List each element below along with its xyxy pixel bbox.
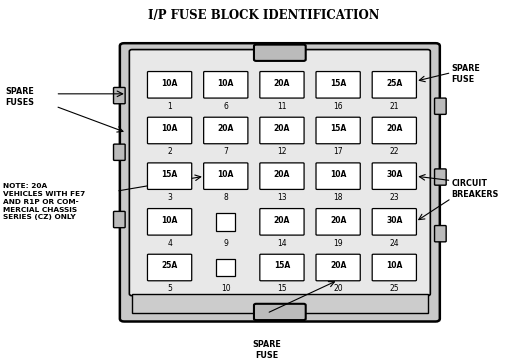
Text: 10A: 10A xyxy=(162,124,178,133)
Text: 23: 23 xyxy=(390,193,399,202)
Text: 20: 20 xyxy=(333,284,343,293)
FancyBboxPatch shape xyxy=(372,117,417,144)
FancyBboxPatch shape xyxy=(435,98,446,114)
Text: 13: 13 xyxy=(277,193,287,202)
FancyBboxPatch shape xyxy=(372,209,417,235)
FancyBboxPatch shape xyxy=(120,43,440,322)
Text: 10A: 10A xyxy=(162,216,178,225)
Text: 20A: 20A xyxy=(330,261,346,270)
Text: CIRCUIT
BREAKERS: CIRCUIT BREAKERS xyxy=(451,179,499,200)
FancyBboxPatch shape xyxy=(435,169,446,185)
FancyBboxPatch shape xyxy=(147,209,192,235)
FancyBboxPatch shape xyxy=(147,163,192,189)
FancyBboxPatch shape xyxy=(435,225,446,242)
FancyBboxPatch shape xyxy=(254,304,306,320)
Bar xyxy=(216,213,235,231)
Text: 14: 14 xyxy=(277,238,287,248)
Text: 30A: 30A xyxy=(386,170,402,179)
FancyBboxPatch shape xyxy=(147,254,192,281)
FancyBboxPatch shape xyxy=(147,117,192,144)
Text: 5: 5 xyxy=(167,284,172,293)
Text: 3: 3 xyxy=(167,193,172,202)
Text: 20A: 20A xyxy=(218,124,234,133)
Text: 4: 4 xyxy=(167,238,172,248)
Text: 21: 21 xyxy=(390,102,399,111)
Text: 25A: 25A xyxy=(162,261,178,270)
Bar xyxy=(132,294,428,313)
Text: NOTE: 20A
VEHICLES WITH FE7
AND R1P OR COM-
MERCIAL CHASSIS
SERIES (CZ) ONLY: NOTE: 20A VEHICLES WITH FE7 AND R1P OR C… xyxy=(3,183,85,220)
Text: 10: 10 xyxy=(221,284,231,293)
Text: 6: 6 xyxy=(223,102,228,111)
FancyBboxPatch shape xyxy=(204,72,248,98)
Text: I/P FUSE BLOCK IDENTIFICATION: I/P FUSE BLOCK IDENTIFICATION xyxy=(148,9,380,22)
Text: 19: 19 xyxy=(333,238,343,248)
FancyBboxPatch shape xyxy=(254,45,306,61)
FancyBboxPatch shape xyxy=(114,144,125,160)
Text: 15: 15 xyxy=(277,284,287,293)
Text: 30A: 30A xyxy=(386,216,402,225)
Text: 20A: 20A xyxy=(274,78,290,87)
Text: 24: 24 xyxy=(390,238,399,248)
Text: 2: 2 xyxy=(167,147,172,156)
Text: SPARE
FUSE: SPARE FUSE xyxy=(451,64,480,85)
Text: 8: 8 xyxy=(223,193,228,202)
Text: 10A: 10A xyxy=(330,170,346,179)
Text: 10A: 10A xyxy=(162,78,178,87)
Text: 15A: 15A xyxy=(330,78,346,87)
Text: 22: 22 xyxy=(390,147,399,156)
FancyBboxPatch shape xyxy=(260,72,304,98)
FancyBboxPatch shape xyxy=(316,117,360,144)
FancyBboxPatch shape xyxy=(204,117,248,144)
FancyBboxPatch shape xyxy=(260,117,304,144)
Text: 20A: 20A xyxy=(274,170,290,179)
Text: 17: 17 xyxy=(333,147,343,156)
Text: SPARE
FUSE: SPARE FUSE xyxy=(252,340,281,360)
FancyBboxPatch shape xyxy=(204,163,248,189)
Text: 7: 7 xyxy=(223,147,228,156)
FancyBboxPatch shape xyxy=(114,211,125,228)
FancyBboxPatch shape xyxy=(147,72,192,98)
FancyBboxPatch shape xyxy=(316,163,360,189)
Text: 10A: 10A xyxy=(218,78,234,87)
FancyBboxPatch shape xyxy=(114,87,125,104)
FancyBboxPatch shape xyxy=(372,254,417,281)
Text: 25A: 25A xyxy=(386,78,402,87)
FancyBboxPatch shape xyxy=(316,209,360,235)
Text: 15A: 15A xyxy=(330,124,346,133)
FancyBboxPatch shape xyxy=(129,50,430,295)
FancyBboxPatch shape xyxy=(260,209,304,235)
Text: 10A: 10A xyxy=(218,170,234,179)
FancyBboxPatch shape xyxy=(260,163,304,189)
Text: 9: 9 xyxy=(223,238,228,248)
FancyBboxPatch shape xyxy=(316,72,360,98)
FancyBboxPatch shape xyxy=(372,72,417,98)
Text: 15A: 15A xyxy=(162,170,178,179)
Text: SPARE
FUSES: SPARE FUSES xyxy=(5,87,34,107)
Text: 11: 11 xyxy=(277,102,287,111)
Text: 18: 18 xyxy=(333,193,343,202)
FancyBboxPatch shape xyxy=(260,254,304,281)
Text: 12: 12 xyxy=(277,147,287,156)
Text: 15A: 15A xyxy=(274,261,290,270)
Text: 20A: 20A xyxy=(274,216,290,225)
FancyBboxPatch shape xyxy=(372,163,417,189)
FancyBboxPatch shape xyxy=(316,254,360,281)
Text: 10A: 10A xyxy=(386,261,402,270)
Bar xyxy=(216,259,235,276)
Text: 20A: 20A xyxy=(274,124,290,133)
Text: 1: 1 xyxy=(167,102,172,111)
Text: 20A: 20A xyxy=(330,216,346,225)
Text: 25: 25 xyxy=(390,284,399,293)
Text: 16: 16 xyxy=(333,102,343,111)
Text: 20A: 20A xyxy=(386,124,402,133)
